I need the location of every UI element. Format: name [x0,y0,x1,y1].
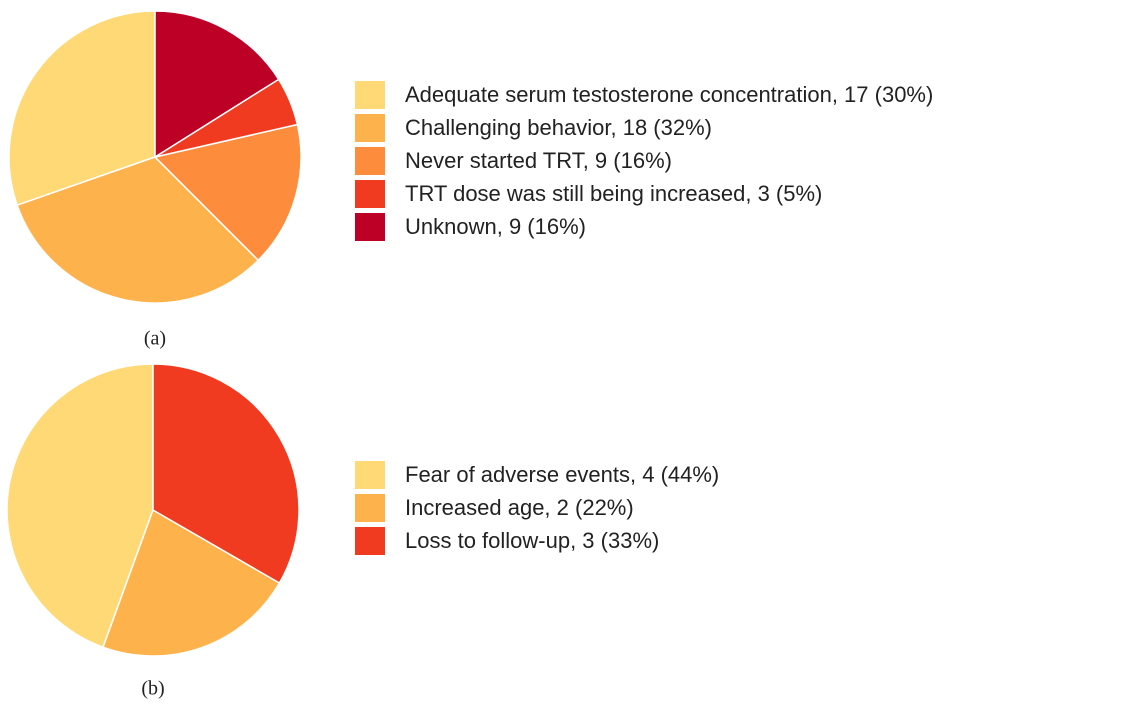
legend-label: Increased age, 2 (22%) [405,495,634,520]
legend-label: Fear of adverse events, 4 (44%) [405,462,719,487]
legend-label: Unknown, 9 (16%) [405,214,586,239]
pie-slice [102,508,281,657]
legend-swatch [355,213,385,241]
pie-slice [8,10,156,207]
panel-label: (a) [144,328,166,350]
legend-label: Never started TRT, 9 (16%) [405,148,672,173]
legend-swatch [355,180,385,208]
legend-swatch [355,461,385,489]
legend-label: Challenging behavior, 18 (32%) [405,115,712,140]
legend-swatch [355,527,385,555]
legend-swatch [355,81,385,109]
legend-swatch [355,147,385,175]
legend-label: TRT dose was still being increased, 3 (5… [405,181,822,206]
legend-label: Loss to follow-up, 3 (33%) [405,528,659,553]
panel-label: (b) [141,678,164,700]
pie-slice [154,10,280,159]
pie-slice [153,123,302,262]
legend-swatch [355,494,385,522]
legend-label: Adequate serum testosterone concentratio… [405,82,933,107]
legend-swatch [355,114,385,142]
pie-slice [152,363,300,585]
pie-slice [16,156,260,304]
pie-slice [6,363,154,649]
